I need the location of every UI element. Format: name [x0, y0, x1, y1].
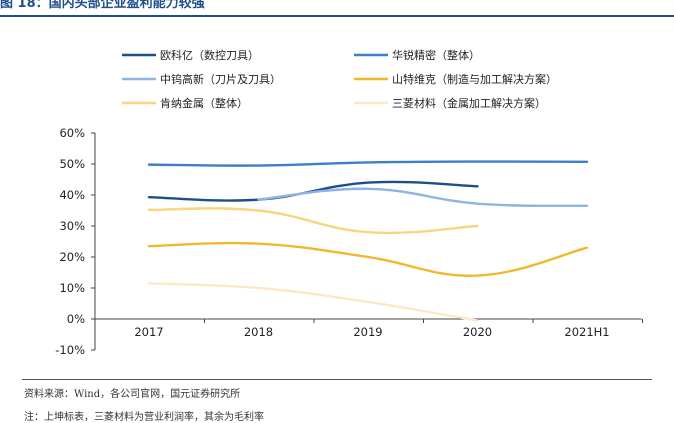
figure-title: 图 18：国内头部企业盈利能力较强: [0, 0, 205, 11]
x-tick-label: 2020: [463, 325, 492, 339]
chart-legend: 欧科亿（数控刀具） 华锐精密（整体） 中钨高新（刀片及刀具） 山特维克（制造与加工解决…: [122, 48, 557, 110]
legend-label: 山特维克（制造与加工解决方案）: [392, 72, 557, 86]
x-tick-label: 2019: [353, 325, 382, 339]
legend-label: 欧科亿（数控刀具）: [160, 48, 259, 62]
legend-label: 肯纳金属（整体）: [160, 96, 248, 110]
y-tick-label: 50%: [59, 157, 85, 171]
y-tick-label: 10%: [59, 281, 85, 295]
series-lines: [147, 160, 589, 322]
y-axis: -10% 0% 10% 20% 30% 40% 50% 60%: [55, 126, 96, 357]
x-tick-label: 2021H1: [564, 325, 609, 339]
series-line: [147, 207, 479, 235]
source-note: 资料来源：Wind，各公司官网，国元证券研究所: [24, 389, 241, 400]
series-line: [257, 187, 589, 208]
y-tick-label: 60%: [59, 126, 85, 140]
y-tick-label: 0%: [67, 312, 85, 326]
x-tick-label: 2018: [244, 325, 273, 339]
x-axis: 2017 2018 2019 2020 2021H1: [94, 318, 643, 339]
y-tick-label: 30%: [59, 219, 85, 233]
legend-label: 三菱材料（金属加工解决方案）: [392, 96, 546, 110]
bottom-rule: [22, 379, 652, 380]
y-tick-label: -10%: [55, 343, 85, 357]
y-tick-label: 20%: [59, 250, 85, 264]
y-tick-label: 40%: [59, 188, 85, 202]
series-line: [147, 282, 479, 322]
legend-label: 华锐精密（整体）: [392, 48, 480, 62]
series-line: [147, 241, 589, 277]
legend-label: 中钨高新（刀片及刀具）: [160, 72, 281, 86]
line-chart: 欧科亿（数控刀具） 华锐精密（整体） 中钨高新（刀片及刀具） 山特维克（制造与加工解决…: [55, 48, 643, 357]
series-line: [147, 160, 589, 167]
title-rule: [0, 15, 674, 17]
x-tick-label: 2017: [134, 325, 163, 339]
